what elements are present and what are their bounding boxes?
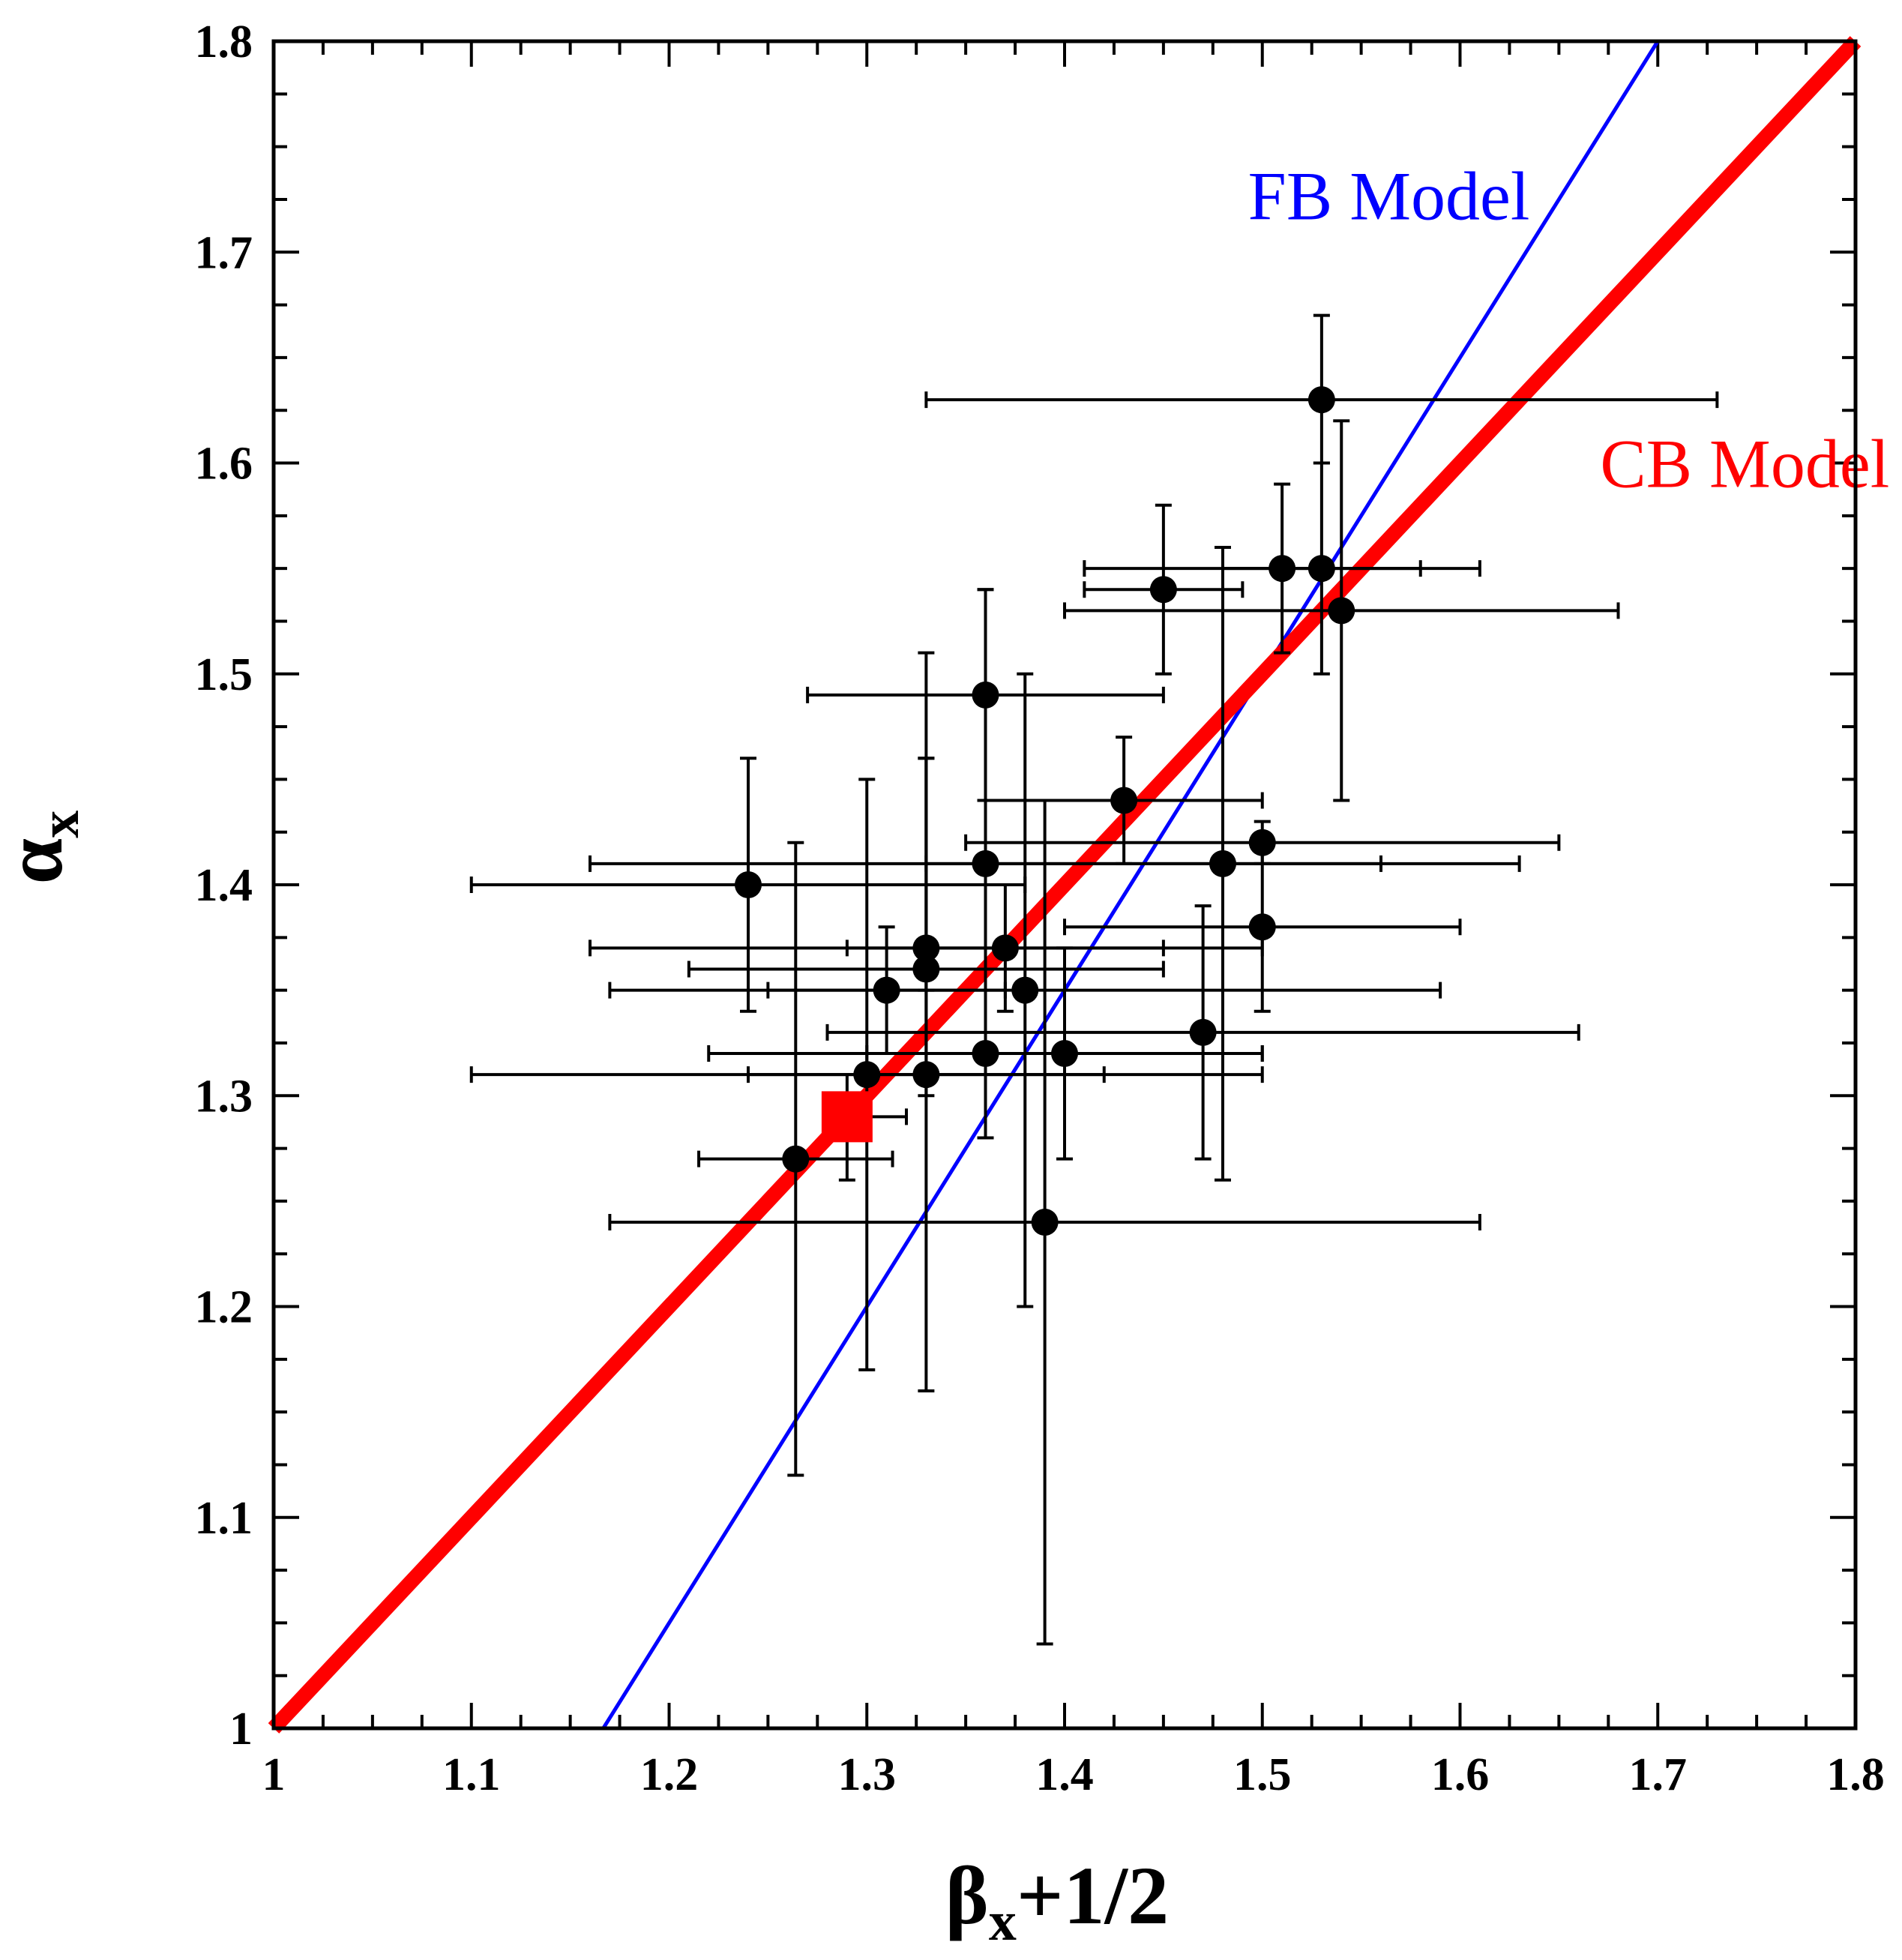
data-point bbox=[853, 1061, 881, 1089]
axis-ticks bbox=[272, 40, 1857, 1730]
x-axis-label-suffix: +1/2 bbox=[1017, 1850, 1169, 1941]
y-tick-label: 1.8 bbox=[195, 16, 253, 67]
data-point bbox=[1307, 386, 1335, 414]
x-axis-label-sub: x bbox=[989, 1891, 1017, 1953]
data-point bbox=[972, 850, 999, 877]
model-lines bbox=[268, 36, 1862, 1734]
y-tick-label: 1.2 bbox=[195, 1282, 253, 1333]
x-axis-label: βx+1/2 bbox=[945, 1850, 1169, 1953]
cb-model-line bbox=[268, 36, 1862, 1734]
data-point bbox=[1189, 1018, 1217, 1046]
y-tick-label: 1 bbox=[229, 1704, 253, 1755]
x-tick-label: 1.7 bbox=[1629, 1749, 1688, 1800]
x-tick-label: 1.2 bbox=[640, 1749, 699, 1800]
y-tick-label: 1.5 bbox=[195, 649, 253, 700]
plot-frame bbox=[271, 39, 1858, 1731]
data-point bbox=[1209, 850, 1236, 877]
data-point bbox=[1011, 976, 1039, 1004]
x-tick-label: 1.6 bbox=[1431, 1749, 1490, 1800]
data-point bbox=[912, 1061, 940, 1089]
data-point bbox=[1149, 576, 1177, 604]
cb-model-label: CB Model bbox=[1600, 426, 1889, 502]
x-tick-label: 1.5 bbox=[1233, 1749, 1292, 1800]
y-tick-label: 1.1 bbox=[195, 1493, 253, 1544]
data-point bbox=[1248, 829, 1276, 856]
data-point bbox=[972, 1040, 999, 1067]
data-point bbox=[991, 934, 1019, 962]
y-axis-label: αx bbox=[0, 811, 91, 884]
y-tick-label: 1.4 bbox=[195, 860, 253, 911]
cb-prediction-square bbox=[821, 1091, 873, 1143]
tick-labels: 1 1.1 1.2 1.3 1.4 1.5 1.6 1.7 1.8 1 1.1 1.2 1.3 1.4 1.… bbox=[195, 16, 1885, 1800]
data-point bbox=[1268, 555, 1296, 583]
x-tick-label: 1.3 bbox=[838, 1749, 897, 1800]
x-axis-label-base: β bbox=[945, 1850, 989, 1941]
data-point bbox=[1031, 1209, 1059, 1236]
x-tick-label: 1.1 bbox=[442, 1749, 501, 1800]
data-point bbox=[782, 1145, 810, 1173]
data-point bbox=[1110, 787, 1138, 814]
data-point bbox=[912, 955, 940, 983]
x-tick-label: 1.4 bbox=[1035, 1749, 1094, 1800]
y-tick-label: 1.7 bbox=[195, 227, 253, 278]
data-point bbox=[912, 934, 940, 962]
data-point bbox=[972, 681, 999, 709]
data-point bbox=[1328, 597, 1355, 625]
data-points bbox=[735, 386, 1355, 1236]
y-axis-label-base: α bbox=[0, 838, 79, 884]
series-annotations: FB Model CB Model bbox=[1248, 157, 1890, 502]
data-point bbox=[873, 976, 900, 1004]
fb-model-label: FB Model bbox=[1248, 157, 1530, 234]
y-tick-label: 1.6 bbox=[195, 439, 253, 490]
fb-model-line bbox=[601, 40, 1660, 1730]
data-point bbox=[735, 871, 762, 898]
data-point bbox=[1051, 1040, 1078, 1067]
y-axis-label-sub: x bbox=[29, 811, 91, 838]
x-tick-label: 1.8 bbox=[1826, 1749, 1885, 1800]
x-tick-label: 1 bbox=[262, 1749, 286, 1800]
data-point bbox=[1307, 555, 1335, 583]
data-point bbox=[1248, 913, 1276, 941]
y-tick-label: 1.3 bbox=[195, 1071, 253, 1122]
